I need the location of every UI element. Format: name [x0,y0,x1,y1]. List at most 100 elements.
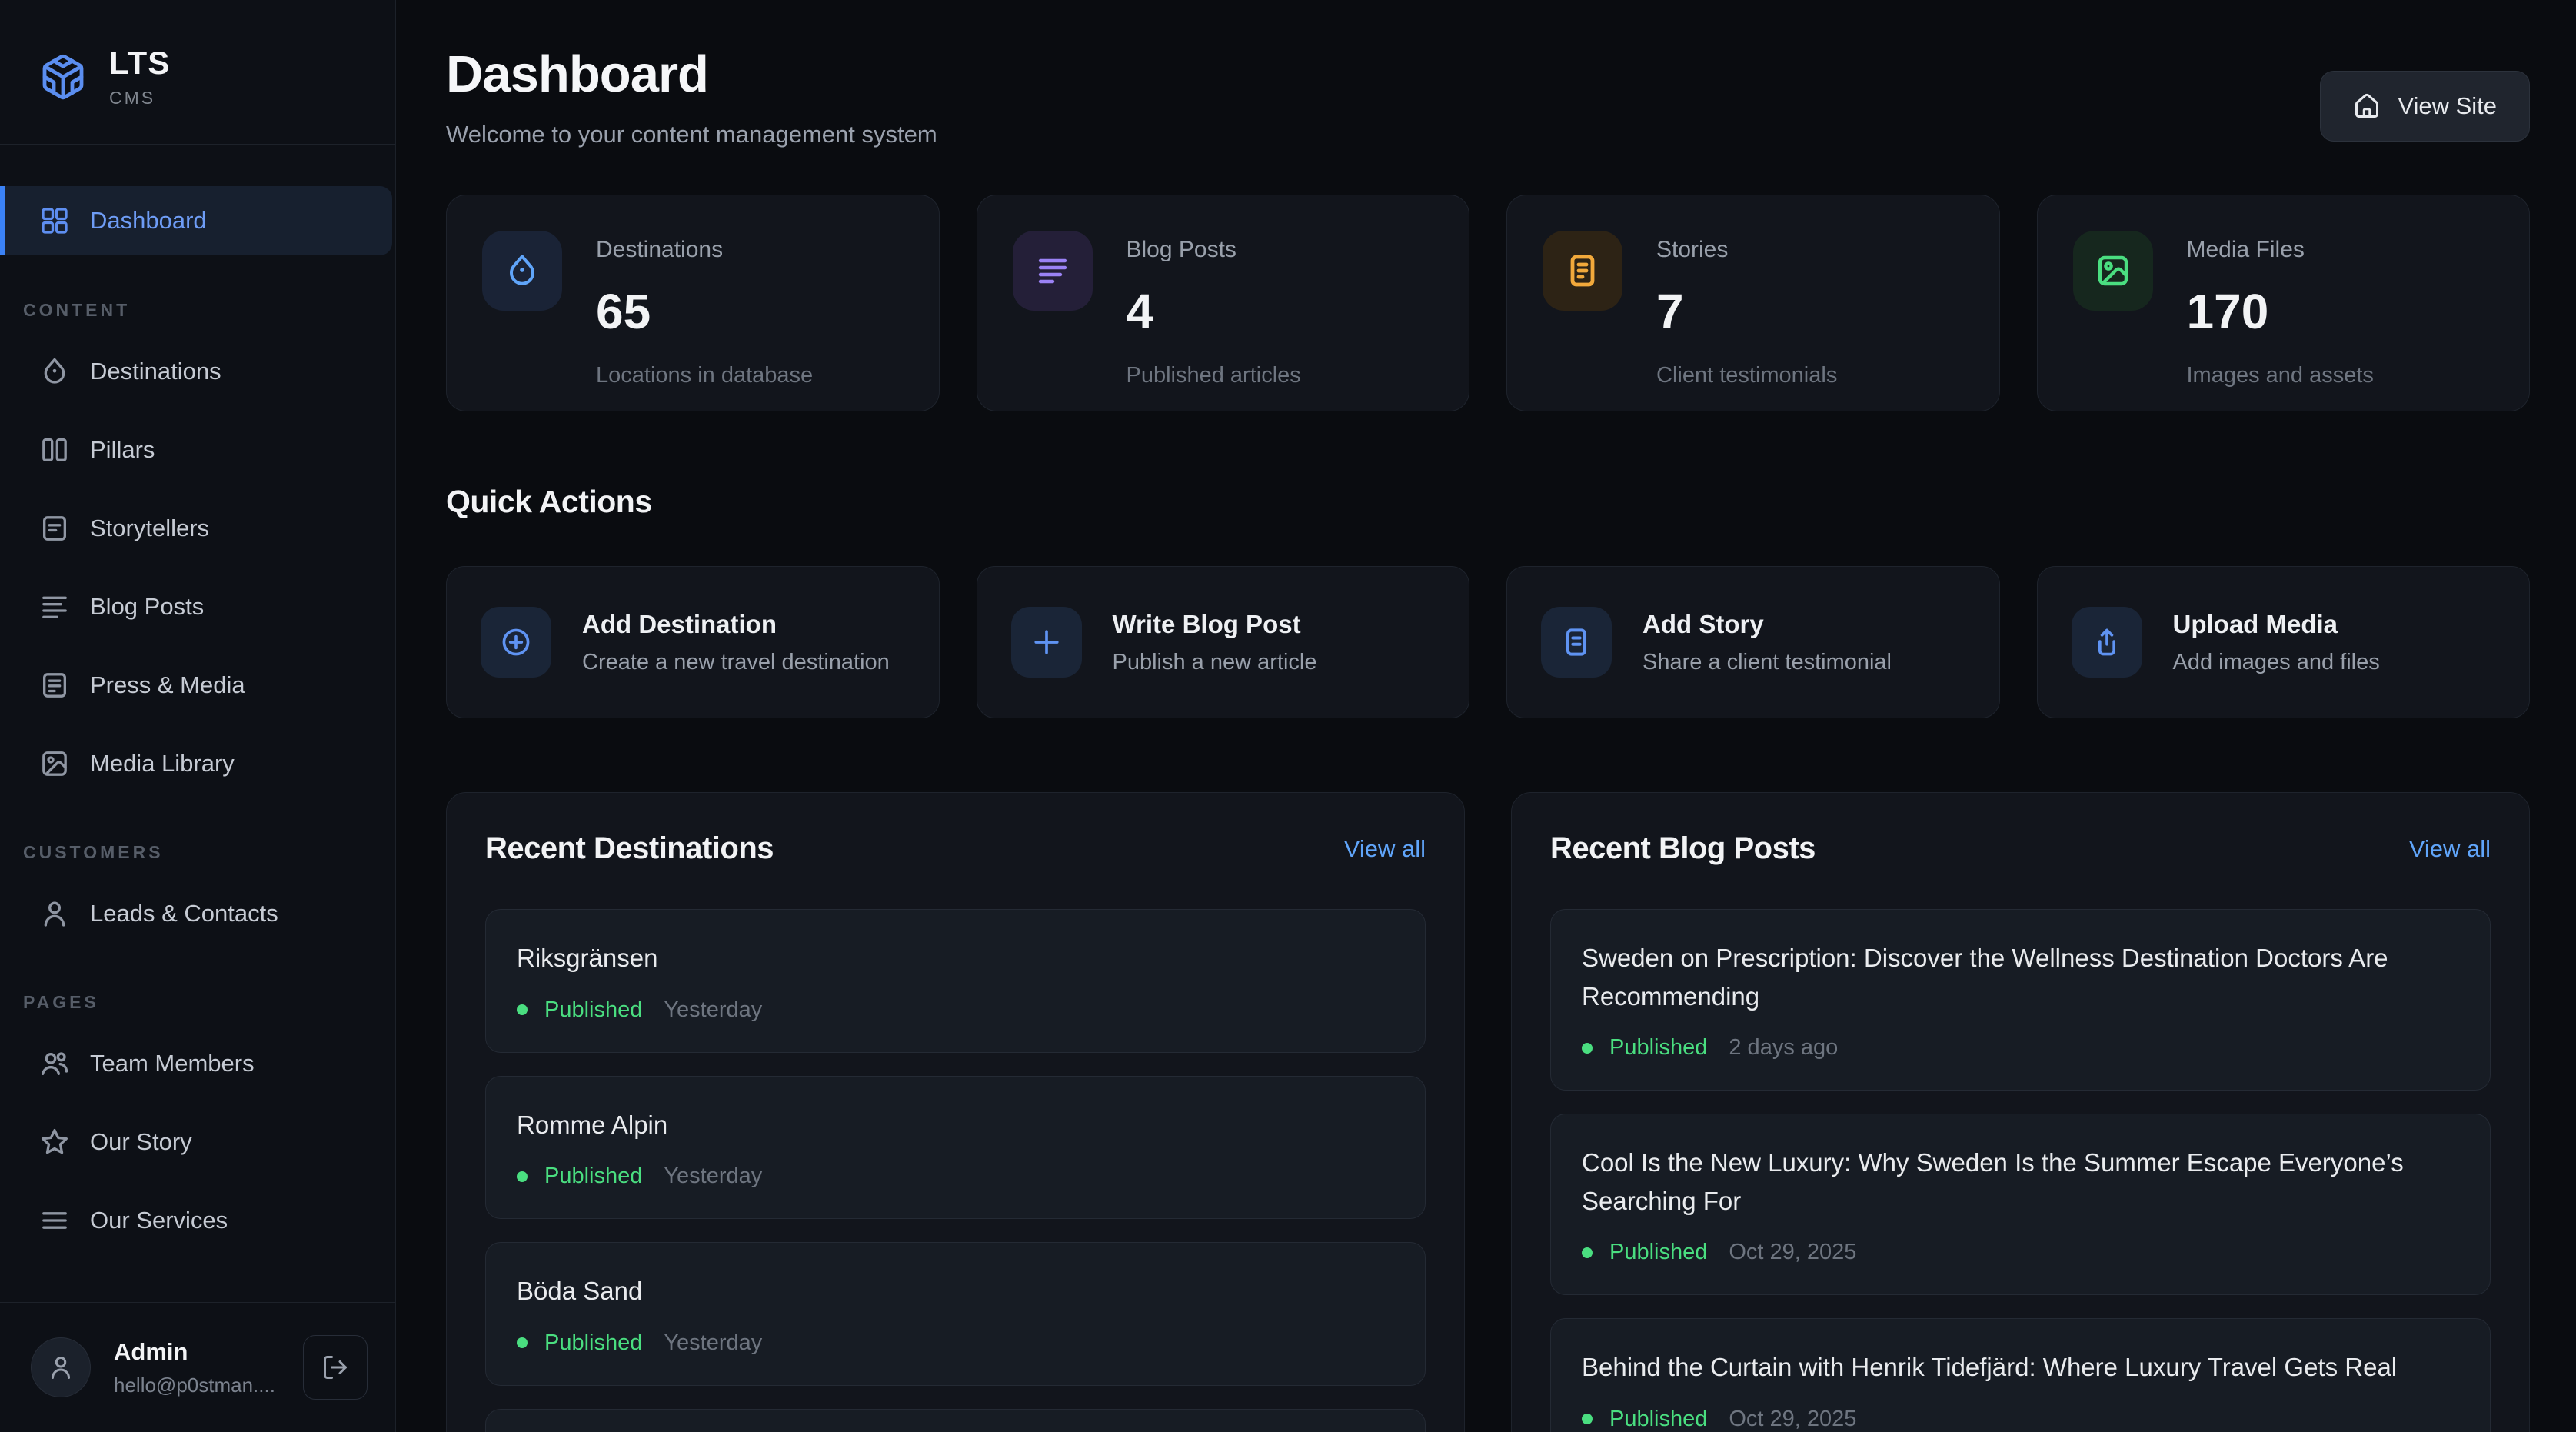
view-site-label: View Site [2398,92,2497,119]
recent-blog-posts-panel: Recent Blog Posts View all Sweden on Pre… [1511,792,2530,1432]
brand-name: LTS [109,45,171,81]
note-icon [39,513,70,544]
view-all-destinations-link[interactable]: View all [1343,834,1426,862]
status-badge: Published [544,1164,643,1188]
blog-post-list-item[interactable]: Behind the Curtain with Henrik Tidefjärd… [1550,1318,2491,1432]
status-badge: Published [1609,1035,1708,1060]
recent-grid: Recent Destinations View all Riksgränsen… [446,792,2530,1432]
view-all-posts-link[interactable]: View all [2408,834,2491,862]
user-name: Admin [114,1337,188,1365]
sidebar-item-our-services[interactable]: Our Services [0,1187,395,1254]
home-icon [2353,92,2381,120]
stat-subtitle: Locations in database [596,363,814,388]
avatar [31,1337,91,1397]
destination-list-item[interactable]: Romme Alpin Published Yesterday [485,1075,1426,1219]
blog-post-list-item[interactable]: Sweden on Prescription: Discover the Wel… [1550,909,2491,1091]
quick-actions-title: Quick Actions [446,484,652,519]
panel-title: Recent Blog Posts [1550,831,1816,865]
quick-action-subtitle: Publish a new article [1112,649,1317,674]
sidebar-item-leads-contacts[interactable]: Leads & Contacts [0,880,395,947]
sidebar-item-blog-posts[interactable]: Blog Posts [0,573,395,641]
sidebar-item-label: Our Story [90,1128,192,1155]
sidebar: LTS CMS Dashboard CONTENT Destinations [0,0,396,1432]
stat-label: Destinations [596,237,724,262]
status-dot [1582,1247,1593,1258]
status-badge: Published [1609,1406,1708,1431]
status-badge: Published [544,997,643,1022]
destination-list-item[interactable]: Böda Sand Published Yesterday [485,1242,1426,1386]
user-icon [39,898,70,929]
status-badge: Published [544,1330,643,1355]
sidebar-item-team-members[interactable]: Team Members [0,1030,395,1097]
stat-value: 170 [2186,284,2269,339]
destination-list-item[interactable]: Jokkmokk [485,1408,1426,1432]
stat-label: Media Files [2186,237,2305,262]
sidebar-item-label: Dashboard [90,207,207,234]
quick-action-subtitle: Add images and files [2172,649,2380,674]
sidebar-item-label: Media Library [90,750,235,777]
user-email: hello@p0stman.... [114,1373,275,1397]
logout-icon [321,1354,349,1381]
quick-action-subtitle: Share a client testimonial [1642,649,1892,674]
stat-label: Blog Posts [1126,237,1236,262]
stats-row: Destinations 65 Locations in database Bl… [446,195,2530,411]
status-dot [517,1004,528,1015]
status-date: Oct 29, 2025 [1729,1406,1857,1431]
sidebar-nav: Dashboard CONTENT Destinations Pillars [0,145,395,1302]
sidebar-item-destinations[interactable]: Destinations [0,338,395,405]
sidebar-item-label: Destinations [90,358,221,385]
recent-destinations-panel: Recent Destinations View all Riksgränsen… [446,792,1465,1432]
brand: LTS CMS [0,0,395,145]
page-title: Dashboard [446,45,709,103]
nav-section-content: CONTENT [23,300,131,320]
image-icon [39,748,70,779]
sidebar-item-media-library[interactable]: Media Library [0,730,395,798]
stat-card-stories: Stories 7 Client testimonials [1506,195,2000,411]
star-icon [39,1127,70,1157]
status-dot [517,1171,528,1182]
quick-action-title: Add Destination [582,609,777,638]
destination-title: Böda Sand [517,1277,643,1305]
status-date: Yesterday [664,1330,763,1355]
align-left-icon [39,591,70,622]
sidebar-item-storytellers[interactable]: Storytellers [0,495,395,562]
sidebar-item-label: Leads & Contacts [90,900,278,927]
blog-post-list-item[interactable]: Cool Is the New Luxury: Why Sweden Is th… [1550,1114,2491,1295]
sidebar-item-pillars[interactable]: Pillars [0,416,395,484]
quick-action-add-destination[interactable]: Add Destination Create a new travel dest… [446,566,940,718]
view-site-button[interactable]: View Site [2320,71,2530,142]
quick-actions-row: Add Destination Create a new travel dest… [446,566,2530,718]
sidebar-item-label: Our Services [90,1207,228,1234]
quick-action-title: Upload Media [2172,609,2338,638]
sidebar-item-label: Team Members [90,1050,255,1077]
nav-section-pages: PAGES [23,992,99,1012]
status-date: 2 days ago [1729,1035,1839,1060]
status-date: Yesterday [664,1164,763,1188]
droplet-icon [482,231,562,311]
sidebar-item-label: Blog Posts [90,593,205,620]
status-date: Oct 29, 2025 [1729,1240,1857,1264]
file-text-icon [1541,607,1612,678]
quick-action-add-story[interactable]: Add Story Share a client testimonial [1506,566,2000,718]
blog-post-title: Cool Is the New Luxury: Why Sweden Is th… [1582,1148,2404,1215]
sidebar-item-our-story[interactable]: Our Story [0,1108,395,1176]
blog-post-title: Sweden on Prescription: Discover the Wel… [1582,944,2388,1011]
stat-value: 7 [1656,284,1684,339]
nav-section-customers: CUSTOMERS [23,842,164,862]
quick-action-upload-media[interactable]: Upload Media Add images and files [2036,566,2530,718]
menu-lines-icon [39,1205,70,1236]
status-badge: Published [1609,1240,1708,1264]
quick-action-title: Add Story [1642,609,1764,638]
columns-icon [39,435,70,465]
quick-action-write-blog-post[interactable]: Write Blog Post Publish a new article [976,566,1469,718]
sidebar-item-press-media[interactable]: Press & Media [0,651,395,719]
stat-value: 4 [1126,284,1154,339]
file-text-icon [1543,231,1622,311]
panel-title: Recent Destinations [485,831,774,865]
plus-icon [1010,607,1082,678]
logout-button[interactable] [303,1335,368,1400]
sidebar-item-dashboard[interactable]: Dashboard [0,186,392,255]
brand-subtitle: CMS [109,88,156,108]
destination-list-item[interactable]: Riksgränsen Published Yesterday [485,909,1426,1053]
destination-title: Riksgränsen [517,944,658,972]
